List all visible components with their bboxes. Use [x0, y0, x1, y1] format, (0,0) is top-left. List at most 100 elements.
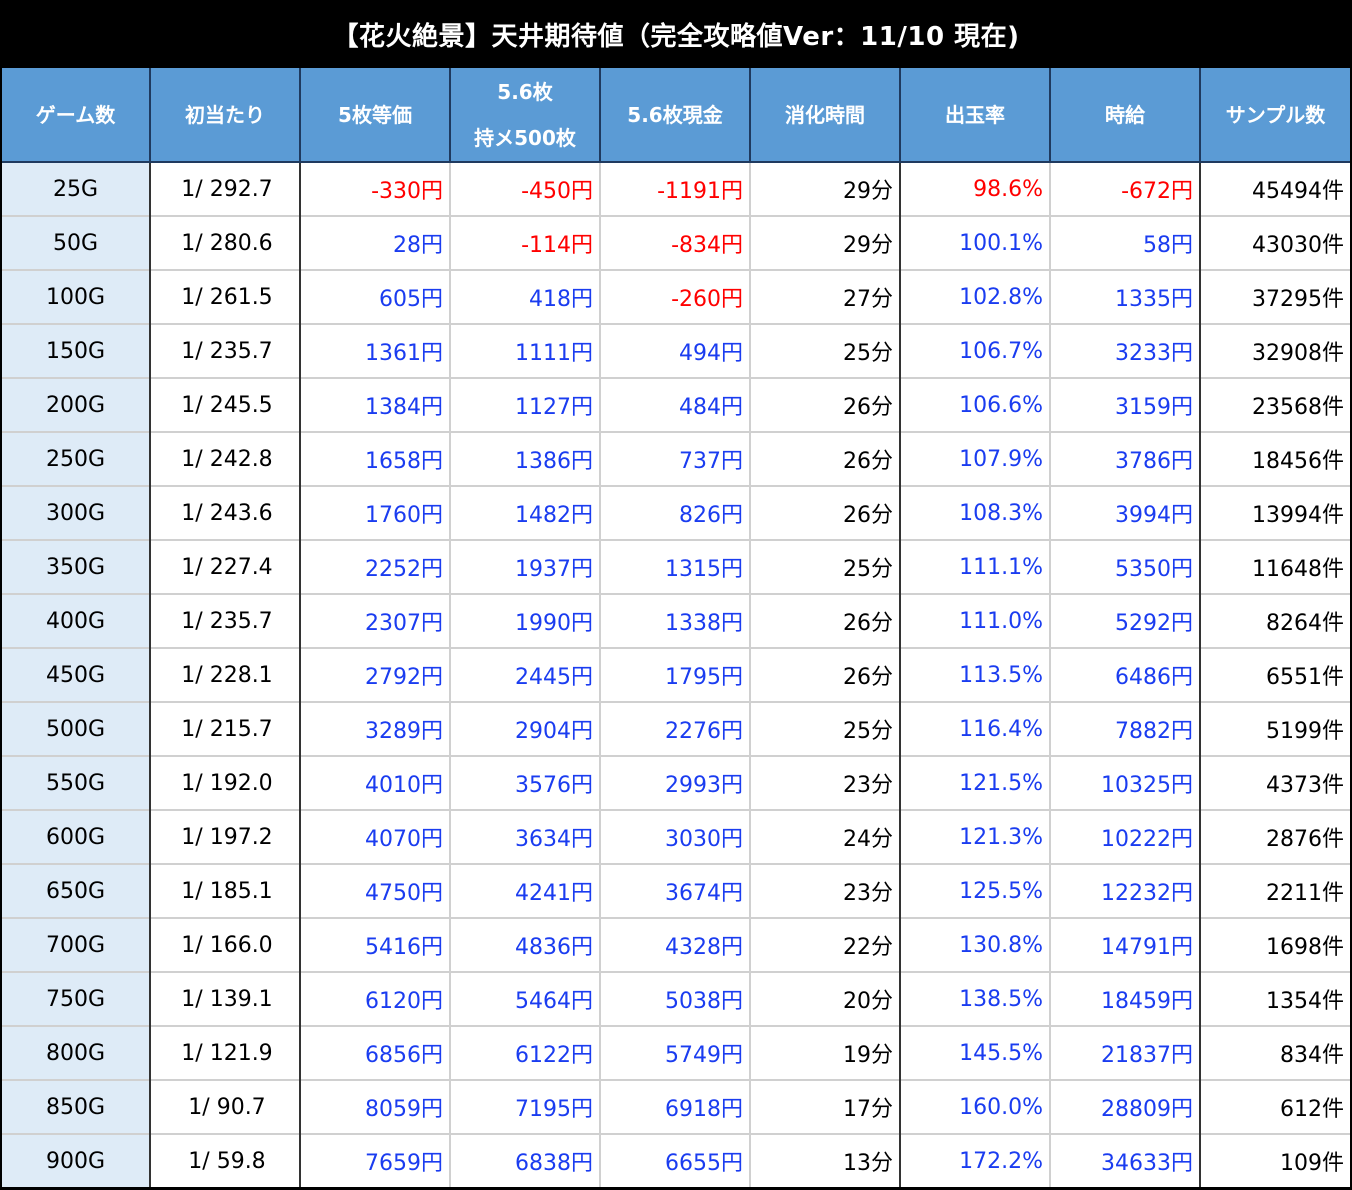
header-5.6-mochi-line1: 5.6枚 — [497, 79, 553, 104]
5.6-cash-cell: -260円 — [600, 269, 751, 324]
header-hourly-wage: 時給 — [1050, 68, 1201, 162]
game-count-cell: 50G — [2, 215, 151, 270]
5.6-cash-cell: 6918円 — [600, 1079, 751, 1134]
5.6-mochi-cell: -114円 — [450, 215, 601, 270]
play-time-cell: 23分 — [750, 863, 901, 918]
table-row: 25G 1/ 292.7 -330円 -450円 -1191円 29分 98.6% -672円… — [2, 161, 1350, 216]
first-hit-cell: 1/ 235.7 — [150, 323, 301, 378]
header-game-count: ゲーム数 — [2, 68, 151, 162]
5-exchange-cell: 4010円 — [300, 755, 451, 810]
game-count-cell: 550G — [2, 755, 151, 810]
5.6-cash-cell: 4328円 — [600, 917, 751, 972]
sample-count-cell: 1354件 — [1199, 971, 1350, 1026]
game-count-cell: 850G — [2, 1079, 151, 1134]
play-time-cell: 26分 — [750, 647, 901, 702]
payout-rate-cell: 160.0% — [900, 1079, 1051, 1134]
sample-count-cell: 1698件 — [1199, 917, 1350, 972]
first-hit-cell: 1/ 139.1 — [150, 971, 301, 1026]
sample-count-cell: 13994件 — [1199, 485, 1350, 540]
expected-value-table: ゲーム数 初当たり 5枚等価 5.6枚 持メ500枚 5.6枚現金 消化時間 出… — [2, 68, 1350, 1187]
sample-count-cell: 834件 — [1199, 1025, 1350, 1080]
game-count-cell: 100G — [2, 269, 151, 324]
5.6-cash-cell: 1795円 — [600, 647, 751, 702]
5-exchange-cell: -330円 — [300, 161, 451, 216]
play-time-cell: 26分 — [750, 593, 901, 648]
5.6-mochi-cell: 4241円 — [450, 863, 601, 918]
play-time-cell: 27分 — [750, 269, 901, 324]
first-hit-cell: 1/ 243.6 — [150, 485, 301, 540]
first-hit-cell: 1/ 185.1 — [150, 863, 301, 918]
table-row: 500G 1/ 215.7 3289円 2904円 2276円 25分 116.4% 7882… — [2, 701, 1350, 756]
5-exchange-cell: 2252円 — [300, 539, 451, 594]
5.6-mochi-cell: 1482円 — [450, 485, 601, 540]
play-time-cell: 17分 — [750, 1079, 901, 1134]
payout-rate-cell: 121.5% — [900, 755, 1051, 810]
hourly-wage-cell: 10325円 — [1050, 755, 1201, 810]
game-count-cell: 700G — [2, 917, 151, 972]
payout-rate-cell: 116.4% — [900, 701, 1051, 756]
play-time-cell: 25分 — [750, 539, 901, 594]
first-hit-cell: 1/ 215.7 — [150, 701, 301, 756]
5.6-cash-cell: 484円 — [600, 377, 751, 432]
hourly-wage-cell: 7882円 — [1050, 701, 1201, 756]
first-hit-cell: 1/ 242.8 — [150, 431, 301, 486]
hourly-wage-cell: 3159円 — [1050, 377, 1201, 432]
5-exchange-cell: 6856円 — [300, 1025, 451, 1080]
payout-rate-cell: 125.5% — [900, 863, 1051, 918]
sample-count-cell: 5199件 — [1199, 701, 1350, 756]
5-exchange-cell: 28円 — [300, 215, 451, 270]
first-hit-cell: 1/ 245.5 — [150, 377, 301, 432]
first-hit-cell: 1/ 121.9 — [150, 1025, 301, 1080]
payout-rate-cell: 98.6% — [900, 161, 1051, 216]
hourly-wage-cell: 21837円 — [1050, 1025, 1201, 1080]
table-row: 700G 1/ 166.0 5416円 4836円 4328円 22分 130.8% 1479… — [2, 917, 1350, 972]
play-time-cell: 25分 — [750, 323, 901, 378]
game-count-cell: 600G — [2, 809, 151, 864]
sample-count-cell: 11648件 — [1199, 539, 1350, 594]
5.6-mochi-cell: 1111円 — [450, 323, 601, 378]
5.6-mochi-cell: 1127円 — [450, 377, 601, 432]
5.6-mochi-cell: 1990円 — [450, 593, 601, 648]
table-row: 600G 1/ 197.2 4070円 3634円 3030円 24分 121.3% 1022… — [2, 809, 1350, 864]
sample-count-cell: 109件 — [1199, 1133, 1350, 1187]
5-exchange-cell: 1658円 — [300, 431, 451, 486]
5-exchange-cell: 1384円 — [300, 377, 451, 432]
sample-count-cell: 4373件 — [1199, 755, 1350, 810]
table-row: 650G 1/ 185.1 4750円 4241円 3674円 23分 125.5% 1223… — [2, 863, 1350, 918]
5.6-cash-cell: 5749円 — [600, 1025, 751, 1080]
hourly-wage-cell: 14791円 — [1050, 917, 1201, 972]
payout-rate-cell: 106.7% — [900, 323, 1051, 378]
game-count-cell: 900G — [2, 1133, 151, 1187]
sample-count-cell: 6551件 — [1199, 647, 1350, 702]
5.6-mochi-cell: 6122円 — [450, 1025, 601, 1080]
first-hit-cell: 1/ 197.2 — [150, 809, 301, 864]
first-hit-cell: 1/ 227.4 — [150, 539, 301, 594]
table-row: 800G 1/ 121.9 6856円 6122円 5749円 19分 145.5% 2183… — [2, 1025, 1350, 1080]
payout-rate-cell: 107.9% — [900, 431, 1051, 486]
5-exchange-cell: 2792円 — [300, 647, 451, 702]
5-exchange-cell: 5416円 — [300, 917, 451, 972]
play-time-cell: 26分 — [750, 431, 901, 486]
payout-rate-cell: 145.5% — [900, 1025, 1051, 1080]
first-hit-cell: 1/ 59.8 — [150, 1133, 301, 1187]
first-hit-cell: 1/ 292.7 — [150, 161, 301, 216]
sample-count-cell: 2876件 — [1199, 809, 1350, 864]
sample-count-cell: 43030件 — [1199, 215, 1350, 270]
5.6-mochi-cell: -450円 — [450, 161, 601, 216]
5.6-mochi-cell: 1386円 — [450, 431, 601, 486]
game-count-cell: 350G — [2, 539, 151, 594]
payout-rate-cell: 100.1% — [900, 215, 1051, 270]
play-time-cell: 23分 — [750, 755, 901, 810]
5.6-mochi-cell: 2904円 — [450, 701, 601, 756]
5.6-mochi-cell: 7195円 — [450, 1079, 601, 1134]
sample-count-cell: 2211件 — [1199, 863, 1350, 918]
5.6-mochi-cell: 1937円 — [450, 539, 601, 594]
play-time-cell: 19分 — [750, 1025, 901, 1080]
hourly-wage-cell: 58円 — [1050, 215, 1201, 270]
game-count-cell: 450G — [2, 647, 151, 702]
hourly-wage-cell: 5292円 — [1050, 593, 1201, 648]
5.6-cash-cell: 3674円 — [600, 863, 751, 918]
payout-rate-cell: 121.3% — [900, 809, 1051, 864]
5.6-cash-cell: 2993円 — [600, 755, 751, 810]
